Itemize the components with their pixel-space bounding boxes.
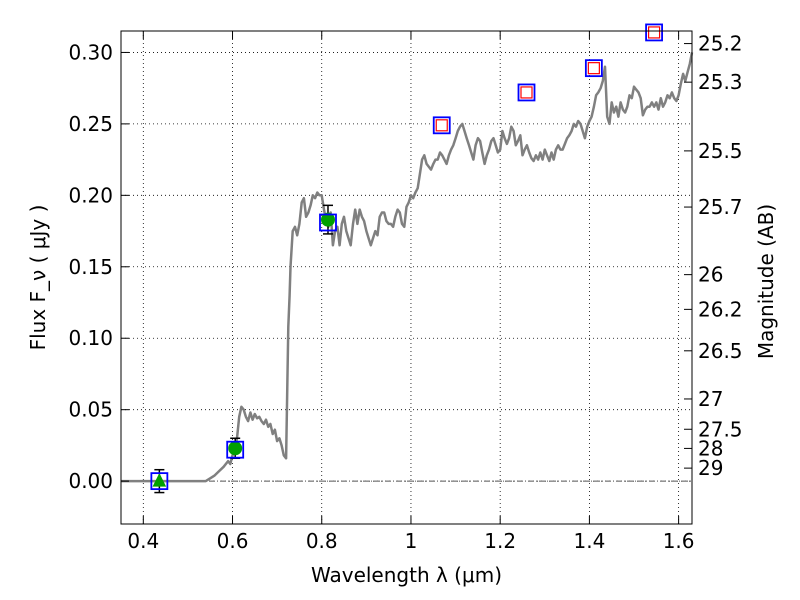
model-square-inner: [435, 119, 448, 132]
mag-tick-label: 27.5: [698, 417, 743, 441]
model-square-inner: [520, 86, 533, 99]
mag-tick-label: 27: [698, 387, 723, 411]
model-square-outer: [150, 472, 169, 491]
model-square-inner: [587, 62, 600, 75]
x-tick-label: 0.6: [217, 529, 249, 553]
photometry-triangle: [152, 473, 167, 487]
model-sed-curve: [121, 52, 694, 483]
mag-tick-label: 25.2: [698, 32, 743, 56]
sed-line: [121, 52, 694, 483]
model-square-outer: [319, 213, 337, 232]
x-tick-label: 0.8: [306, 529, 338, 553]
photometry-circle: [320, 212, 335, 227]
y-tick-labels: 0.00 0.05 0.10 0.15 0.20 0.25 0.30: [68, 40, 113, 493]
axis-ticks: [121, 31, 692, 524]
x-tick-label: 1.2: [484, 529, 516, 553]
y-tick-label: 0.00: [68, 469, 113, 493]
y-tick-label: 0.30: [68, 40, 113, 64]
model-square-outer: [645, 23, 663, 42]
photometry-circle: [228, 441, 243, 456]
y-tick-label: 0.20: [68, 183, 113, 207]
y-tick-label: 0.15: [68, 255, 113, 279]
x-tick-label: 0.4: [127, 529, 159, 553]
mag-tick-label: 28: [698, 436, 723, 460]
x-axis-label: Wavelength λ (μm): [311, 563, 502, 587]
y-axis-label-flux: Flux F_ν ( μJy ): [26, 205, 50, 351]
model-square-inner: [647, 26, 661, 39]
y-axis-label-magnitude: Magnitude (AB): [754, 204, 778, 359]
y-tick-label: 0.10: [68, 326, 113, 350]
photometry-points: [152, 212, 335, 487]
x-tick-label: 1.4: [573, 529, 605, 553]
model-square-outer: [517, 83, 536, 102]
y-tick-label: 0.25: [68, 112, 113, 136]
model-square-outer: [226, 440, 245, 459]
mag-tick-label: 26: [698, 263, 723, 287]
plot-frame: [120, 30, 693, 525]
model-points: [150, 23, 663, 491]
mag-tick-label: 29: [698, 456, 723, 480]
mag-tick-label: 25.7: [698, 195, 743, 219]
mag-tick-label: 26.2: [698, 297, 743, 321]
mag-tick-label: 25.3: [698, 70, 743, 94]
model-square-outer: [584, 59, 603, 78]
mag-tick-label: 25.5: [698, 139, 743, 163]
mag-tick-label: 26.5: [698, 339, 743, 363]
x-tick-labels: 0.4 0.6 0.8 1 1.2 1.4 1.6: [127, 529, 694, 553]
x-tick-label: 1: [405, 529, 418, 553]
y-tick-label: 0.05: [68, 398, 113, 422]
x-tick-label: 1.6: [663, 529, 695, 553]
model-square-outer: [432, 116, 451, 135]
